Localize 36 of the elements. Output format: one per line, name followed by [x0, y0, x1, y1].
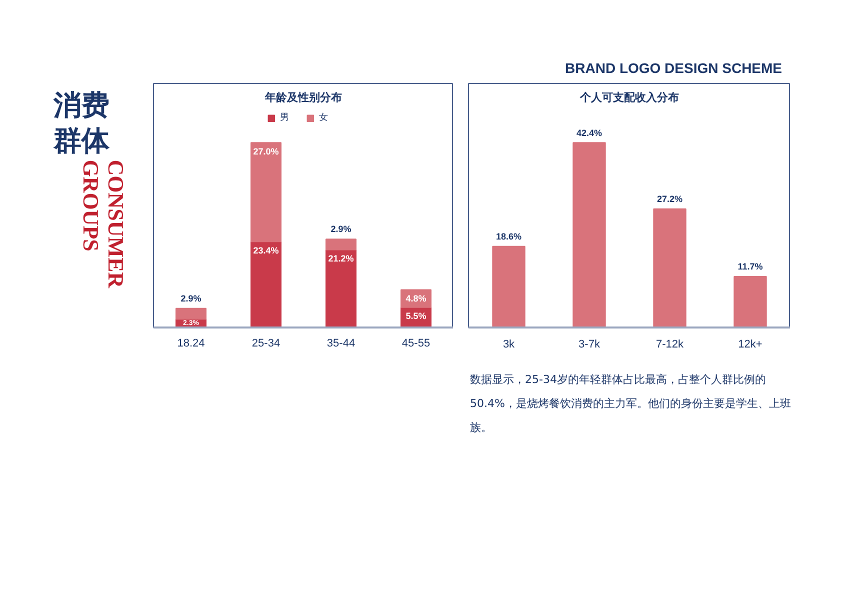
data-label: 11.7%: [738, 262, 763, 272]
x-tick-label: 3k: [502, 338, 516, 351]
bar: [326, 238, 356, 250]
text: BRAND LOGO DESIGN SCHEME: [565, 60, 782, 76]
x-tick-label: 35-44: [326, 338, 356, 350]
data-label: 42.4%: [576, 128, 602, 138]
bar: [734, 276, 767, 328]
bar: [653, 208, 686, 328]
x-tick-label: 3-7k: [578, 338, 600, 351]
chart-title: 年龄及性别分布: [264, 90, 342, 104]
x-tick-label: 12k+: [738, 338, 762, 351]
data-label: 18.6%: [496, 232, 522, 242]
data-label: 23.4%: [253, 245, 279, 256]
bar: [326, 249, 356, 328]
data-label: 5.5%: [406, 311, 426, 322]
x-tick-label: 18.24: [177, 338, 205, 350]
x-tick-label: 7-12k: [656, 338, 684, 351]
text: CONSUMER GROUPS: [78, 160, 128, 290]
data-label: 21.2%: [328, 254, 354, 264]
data-label: 27.2%: [656, 194, 683, 204]
x-tick-label: 25-34: [252, 338, 280, 350]
legend-label: 男: [280, 111, 290, 124]
chart-title: 个人可支配收入分布: [579, 90, 679, 104]
data-label: 2.9%: [330, 224, 352, 234]
data-label: 4.8%: [406, 294, 426, 304]
text: 数据显示，25-34岁的年轻群体占比最高，占整个人群比例的50.4%，是烧烤餐饮消费的主力军。他们的身份主要是学生、上班族。: [470, 372, 792, 436]
bar: [492, 246, 526, 328]
data-label: 2.9%: [180, 294, 202, 304]
bar: [176, 308, 206, 320]
text: 消费群体: [52, 88, 110, 158]
bar: [572, 142, 606, 328]
legend-label: 女: [319, 111, 329, 124]
bar: [250, 241, 282, 328]
x-tick-label: 45-55: [402, 338, 430, 350]
bar: [250, 142, 282, 242]
data-label: 27.0%: [253, 146, 279, 156]
